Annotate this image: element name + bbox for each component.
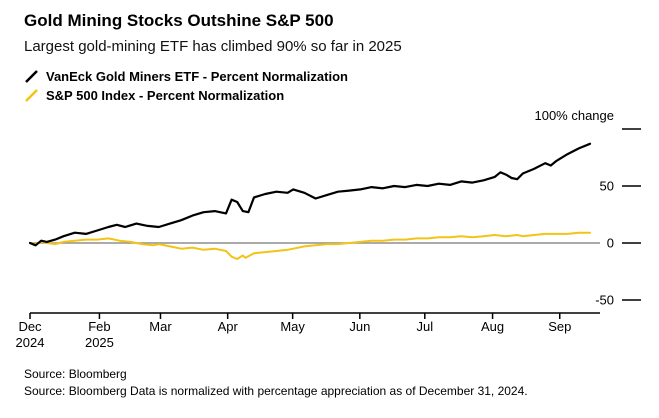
x-tick-sublabel: 2025 bbox=[85, 335, 114, 350]
x-tick-sublabel: 2024 bbox=[16, 335, 45, 350]
source-line-1: Source: Bloomberg bbox=[24, 367, 127, 381]
legend-label-gdx: VanEck Gold Miners ETF - Percent Normali… bbox=[46, 69, 348, 84]
legend-item-gdx: VanEck Gold Miners ETF - Percent Normali… bbox=[24, 67, 635, 86]
y-tick-label: -50 bbox=[595, 293, 614, 308]
chart-area: 100% change 50 0 -50 Dec 2024 Feb 2025 Mar Apr May… bbox=[0, 105, 659, 362]
x-tick-label: Mar bbox=[149, 319, 172, 334]
x-tick-label: Jun bbox=[349, 319, 370, 334]
source-line-2: Source: Bloomberg Data is normalized wit… bbox=[24, 384, 528, 398]
y-tick-label: 50 bbox=[600, 179, 614, 194]
x-tick-label: Apr bbox=[218, 319, 239, 334]
legend-item-spx: S&P 500 Index - Percent Normalization bbox=[24, 86, 635, 105]
x-tick-label: Feb bbox=[88, 319, 110, 334]
spx-line bbox=[29, 231, 591, 260]
gdx-line-swatch-icon bbox=[25, 70, 38, 83]
y-tick-label: 0 bbox=[607, 236, 614, 251]
x-tick-label: Sep bbox=[548, 319, 571, 334]
spx-line-swatch-icon bbox=[25, 89, 38, 102]
page-title: Gold Mining Stocks Outshine S&P 500 bbox=[24, 11, 334, 30]
x-tick-label: Dec bbox=[18, 319, 42, 334]
chart-subtitle: Largest gold-mining ETF has climbed 90% … bbox=[24, 38, 402, 55]
chart-footer: Source: Bloomberg Source: Bloomberg Data… bbox=[0, 366, 659, 400]
x-tick-label: Aug bbox=[481, 319, 504, 334]
y-axis-top-label: 100% change bbox=[534, 108, 614, 123]
gdx-line bbox=[28, 142, 592, 247]
chart-legend: VanEck Gold Miners ETF - Percent Normali… bbox=[24, 67, 635, 105]
x-tick-label: May bbox=[280, 319, 305, 334]
legend-label-spx: S&P 500 Index - Percent Normalization bbox=[46, 88, 285, 103]
chart-header: Gold Mining Stocks Outshine S&P 500 Larg… bbox=[0, 0, 659, 105]
x-tick-label: Jul bbox=[416, 319, 433, 334]
